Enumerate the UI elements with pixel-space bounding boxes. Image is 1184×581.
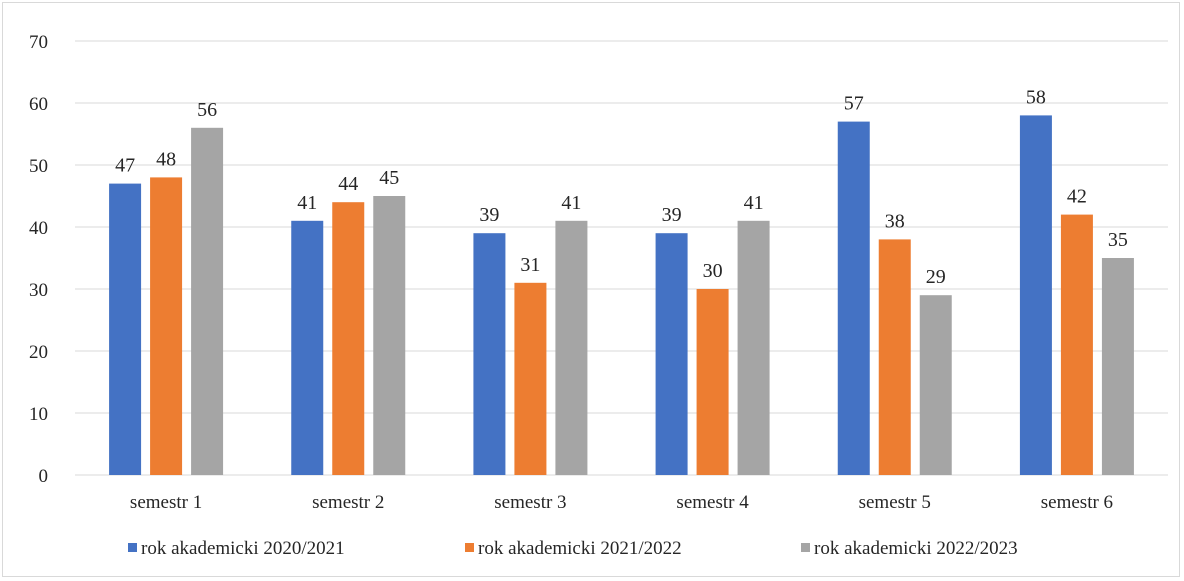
bar (878, 239, 911, 475)
bar (291, 220, 324, 475)
bar (191, 127, 224, 476)
data-label: 38 (885, 210, 905, 232)
data-label: 35 (1108, 229, 1128, 251)
data-label: 29 (926, 266, 946, 288)
y-tick-label: 50 (29, 156, 48, 177)
x-tick-label: semestr 6 (1041, 492, 1113, 513)
bar (555, 220, 588, 475)
legend-label: rok akademicki 2022/2023 (814, 538, 1018, 559)
data-label: 47 (115, 155, 135, 177)
bar (1060, 214, 1093, 475)
y-tick-label: 60 (29, 94, 48, 115)
data-label: 41 (297, 192, 317, 214)
legend-swatch (128, 543, 137, 552)
legend-label: rok akademicki 2020/2021 (141, 538, 345, 559)
bar (696, 289, 729, 475)
data-label: 30 (703, 260, 723, 282)
x-tick-label: semestr 4 (676, 492, 749, 513)
data-label: 48 (156, 148, 176, 170)
legend-label: rok akademicki 2021/2022 (478, 538, 682, 559)
bar (919, 295, 952, 475)
y-tick-label: 40 (29, 218, 48, 239)
data-label: 42 (1067, 186, 1087, 208)
legend-swatch (801, 543, 810, 552)
y-tick-label: 0 (39, 466, 49, 487)
bar (1019, 115, 1052, 476)
bar (837, 121, 870, 475)
data-label: 41 (561, 192, 581, 214)
bar (473, 233, 506, 475)
y-tick-label: 70 (29, 32, 48, 53)
bar (373, 196, 406, 475)
y-tick-label: 20 (29, 342, 48, 363)
x-tick-label: semestr 5 (859, 492, 931, 513)
bar (150, 177, 183, 475)
data-label: 39 (662, 204, 682, 226)
data-label: 45 (379, 167, 399, 189)
x-tick-label: semestr 3 (494, 492, 566, 513)
data-label: 57 (844, 93, 864, 115)
x-tick-label: semestr 2 (312, 492, 384, 513)
bar (737, 220, 770, 475)
bar (655, 233, 688, 475)
bar (1101, 258, 1134, 475)
x-tick-label: semestr 1 (130, 492, 202, 513)
legend-swatch (465, 543, 474, 552)
data-label: 41 (744, 192, 764, 214)
bar (332, 202, 365, 475)
y-tick-label: 30 (29, 280, 48, 301)
data-label: 56 (197, 99, 217, 121)
bar (109, 183, 142, 475)
y-tick-label: 10 (29, 404, 48, 425)
data-label: 58 (1026, 86, 1046, 108)
data-label: 44 (338, 173, 358, 195)
data-label: 31 (520, 254, 540, 276)
data-label: 39 (479, 204, 499, 226)
bar (514, 282, 547, 475)
